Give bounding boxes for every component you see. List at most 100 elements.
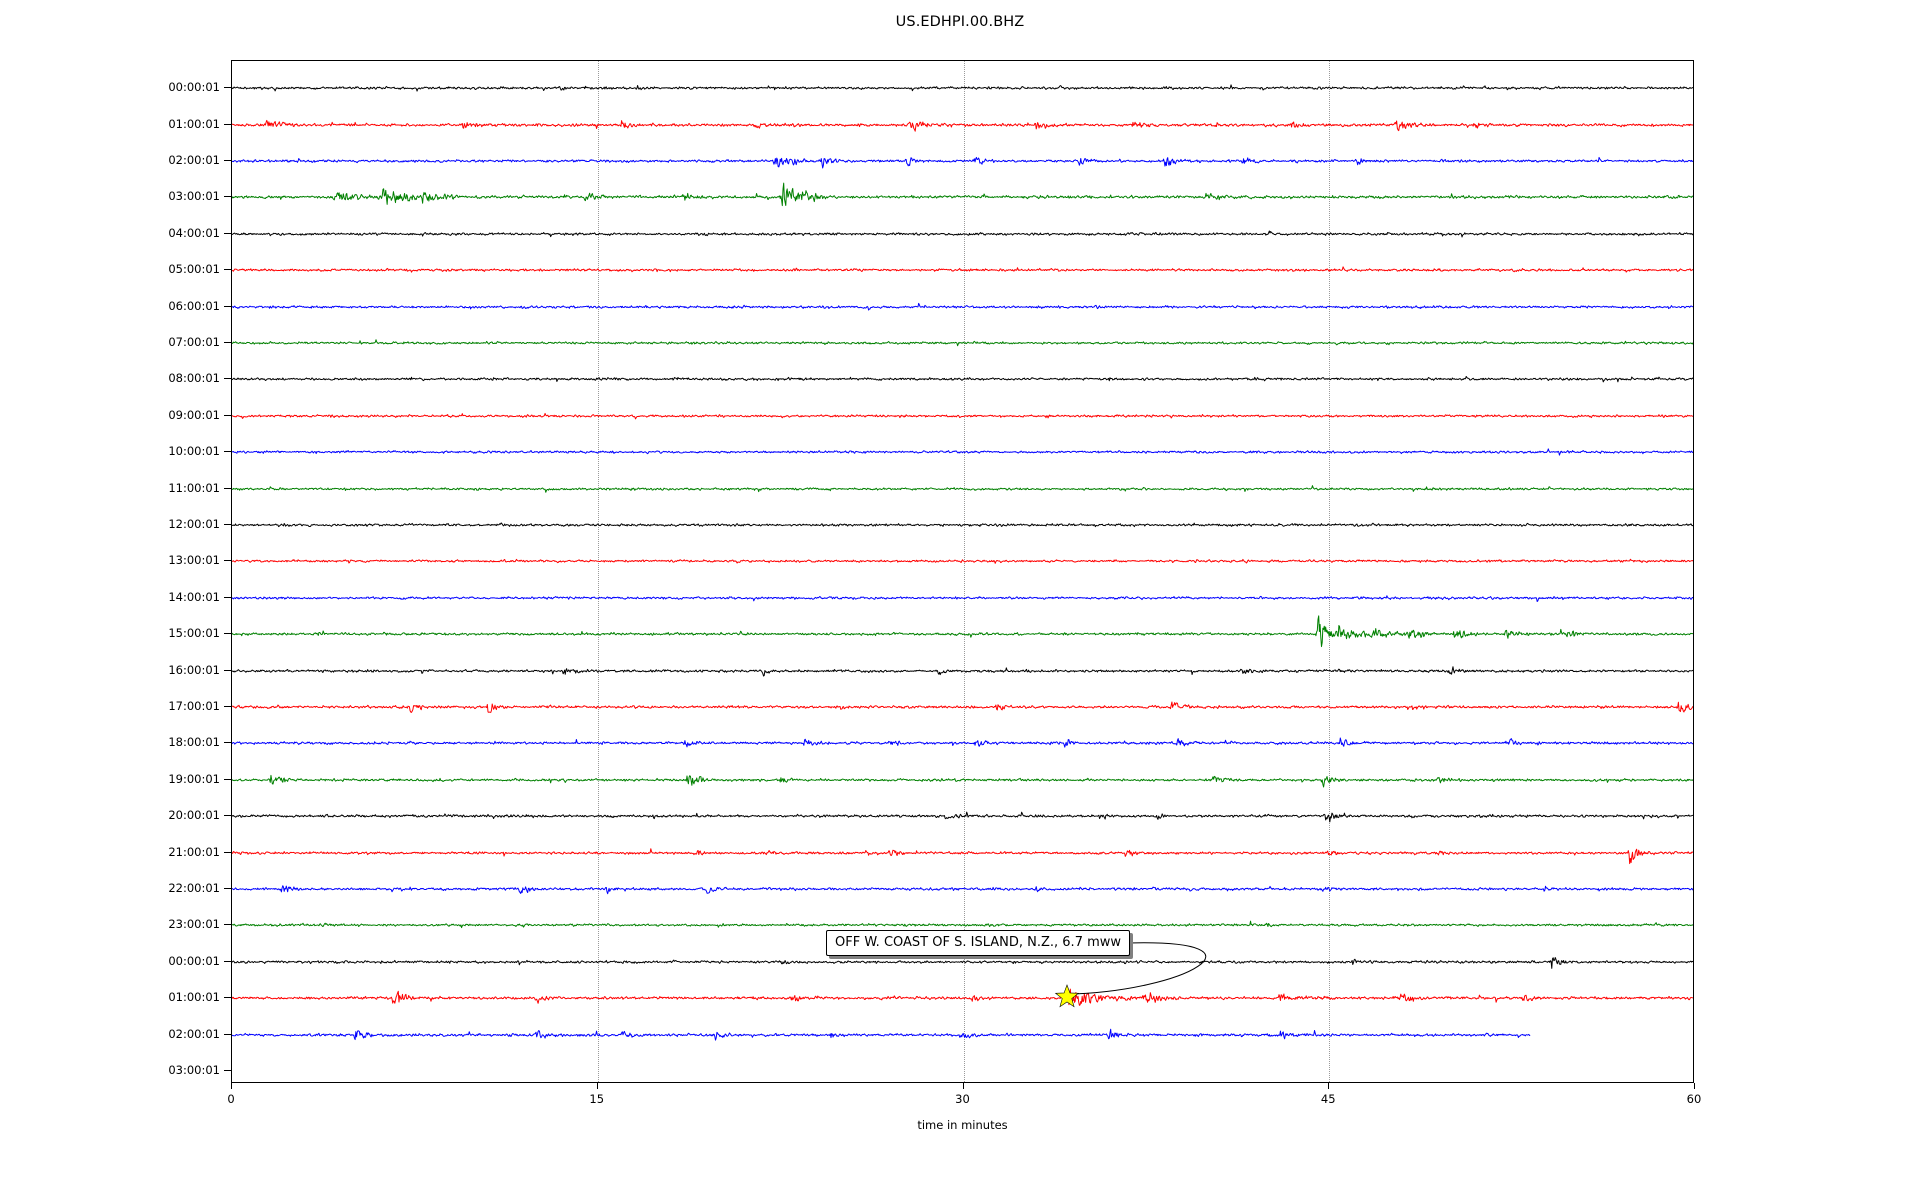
y-axis-tick-mark bbox=[224, 706, 231, 707]
trace-path bbox=[232, 559, 1693, 565]
x-axis-tick-mark bbox=[962, 1083, 964, 1089]
trace-path bbox=[232, 230, 1693, 238]
seismogram-trace bbox=[232, 484, 1693, 493]
y-axis-tick-label: 17:00:01 bbox=[168, 699, 220, 713]
seismogram-trace bbox=[232, 376, 1693, 383]
y-axis-tick-label: 11:00:01 bbox=[168, 480, 220, 495]
y-axis-tick-mark bbox=[224, 851, 231, 853]
x-axis-tick-mark bbox=[1694, 1083, 1695, 1089]
y-axis-tick-mark bbox=[224, 451, 231, 453]
y-axis-tick-label: 12:00:01 bbox=[168, 517, 220, 531]
y-axis-tick-label: 21:00:01 bbox=[168, 844, 220, 859]
x-axis-tick-label: 0 bbox=[227, 1092, 235, 1106]
y-axis-tick-label: 20:00:01 bbox=[168, 808, 220, 823]
seismogram-trace bbox=[232, 774, 1693, 788]
seismogram-trace bbox=[232, 737, 1693, 749]
y-axis-tick-mark bbox=[224, 1033, 231, 1035]
y-axis-tick-mark bbox=[224, 305, 231, 307]
x-axis-tick-label: 60 bbox=[1686, 1092, 1702, 1106]
trace-path bbox=[232, 266, 1693, 273]
x-axis-tick-label: 15 bbox=[589, 1092, 605, 1106]
seismogram-trace bbox=[232, 615, 1693, 648]
y-axis-tick-label: 23:00:01 bbox=[168, 917, 220, 932]
y-axis-tick-mark bbox=[224, 596, 231, 598]
y-axis-tick-label: 09:00:01 bbox=[168, 407, 220, 422]
y-axis-tick-label: 16:00:01 bbox=[168, 662, 220, 677]
y-axis-tick-label: 00:00:01 bbox=[168, 80, 220, 95]
trace-path bbox=[232, 448, 1693, 456]
y-axis-tick-mark bbox=[224, 742, 231, 744]
y-axis-tick-label: 14:00:01 bbox=[168, 589, 220, 604]
trace-path bbox=[232, 988, 1693, 1006]
seismogram-trace bbox=[232, 230, 1693, 238]
y-axis-tick-label: 07:00:01 bbox=[168, 335, 220, 349]
y-axis-tick-label: 05:00:01 bbox=[168, 262, 220, 277]
seismogram-trace bbox=[232, 847, 1693, 864]
seismogram-trace bbox=[232, 811, 1693, 823]
trace-path bbox=[232, 339, 1693, 347]
y-axis-tick-mark bbox=[224, 669, 231, 671]
y-axis-tick-label: 22:00:01 bbox=[168, 881, 220, 895]
trace-path bbox=[232, 811, 1693, 823]
seismogram-trace bbox=[232, 448, 1693, 456]
trace-path bbox=[232, 522, 1693, 528]
page-title: US.EDHPI.00.BHZ bbox=[895, 14, 1025, 30]
y-axis-tick-label: 04:00:01 bbox=[168, 225, 220, 240]
x-axis-tick-mark bbox=[596, 1083, 598, 1089]
seismogram-trace bbox=[232, 988, 1693, 1006]
y-axis-tick-mark bbox=[224, 924, 231, 926]
y-axis-tick-mark bbox=[224, 378, 231, 380]
y-axis-tick-mark bbox=[224, 123, 231, 125]
y-axis-tick-mark bbox=[224, 1070, 231, 1071]
seismogram-trace bbox=[232, 595, 1693, 602]
y-axis-tick-label: 03:00:01 bbox=[168, 189, 220, 204]
y-axis-tick-mark bbox=[224, 269, 231, 271]
event-annotation[interactable]: OFF W. COAST OF S. ISLAND, N.Z., 6.7 mww bbox=[826, 930, 1134, 959]
y-axis-tick-mark bbox=[224, 815, 231, 817]
y-axis-tick-label: 01:00:01 bbox=[168, 116, 220, 131]
y-axis-tick-label: 00:00:01 bbox=[168, 953, 220, 968]
trace-path bbox=[232, 1028, 1531, 1041]
y-axis-tick-label: 15:00:01 bbox=[168, 626, 220, 641]
trace-path bbox=[232, 84, 1693, 92]
x-axis-tick-label: 30 bbox=[955, 1092, 970, 1106]
seismogram-trace bbox=[232, 559, 1693, 565]
trace-path bbox=[232, 956, 1693, 969]
y-axis-tick-label: 03:00:01 bbox=[168, 1063, 220, 1077]
seismogram-trace bbox=[232, 412, 1693, 420]
trace-path bbox=[232, 665, 1693, 677]
y-axis-tick-label: 06:00:01 bbox=[168, 298, 220, 313]
seismogram-trace bbox=[232, 885, 1693, 895]
trace-path bbox=[232, 302, 1693, 311]
y-axis-tick-label: 02:00:01 bbox=[168, 1026, 220, 1041]
y-axis-tick-mark bbox=[224, 560, 231, 562]
seismogram-trace bbox=[232, 266, 1693, 273]
seismogram-trace bbox=[232, 921, 1693, 929]
y-axis-tick-label: 19:00:01 bbox=[168, 771, 220, 786]
x-axis-tick-mark bbox=[1328, 1083, 1330, 1089]
trace-path bbox=[232, 737, 1693, 749]
trace-path bbox=[232, 921, 1693, 929]
y-axis-tick-mark bbox=[224, 232, 231, 234]
y-axis-tick-mark bbox=[224, 524, 231, 525]
seismogram-trace bbox=[232, 339, 1693, 347]
seismogram-trace bbox=[232, 522, 1693, 528]
trace-path bbox=[232, 412, 1693, 420]
plot-axes bbox=[231, 60, 1694, 1083]
y-axis-tick-label: 08:00:01 bbox=[168, 371, 220, 386]
y-axis-tick-mark bbox=[224, 778, 231, 780]
y-axis-tick-mark bbox=[224, 414, 231, 416]
y-axis-tick-mark bbox=[224, 196, 231, 198]
y-axis-tick-label: 10:00:01 bbox=[168, 444, 220, 459]
trace-path bbox=[232, 376, 1693, 383]
y-axis-tick-mark bbox=[224, 87, 231, 89]
y-axis-tick-mark bbox=[224, 160, 231, 161]
y-axis-tick-label: 13:00:01 bbox=[168, 553, 220, 568]
trace-path bbox=[232, 701, 1693, 713]
seismogram-trace bbox=[232, 665, 1693, 677]
trace-path bbox=[232, 183, 1693, 207]
seismogram-trace bbox=[232, 183, 1693, 207]
seismogram-trace bbox=[232, 1028, 1531, 1041]
annotation-label: OFF W. COAST OF S. ISLAND, N.Z., 6.7 mww bbox=[826, 930, 1131, 956]
